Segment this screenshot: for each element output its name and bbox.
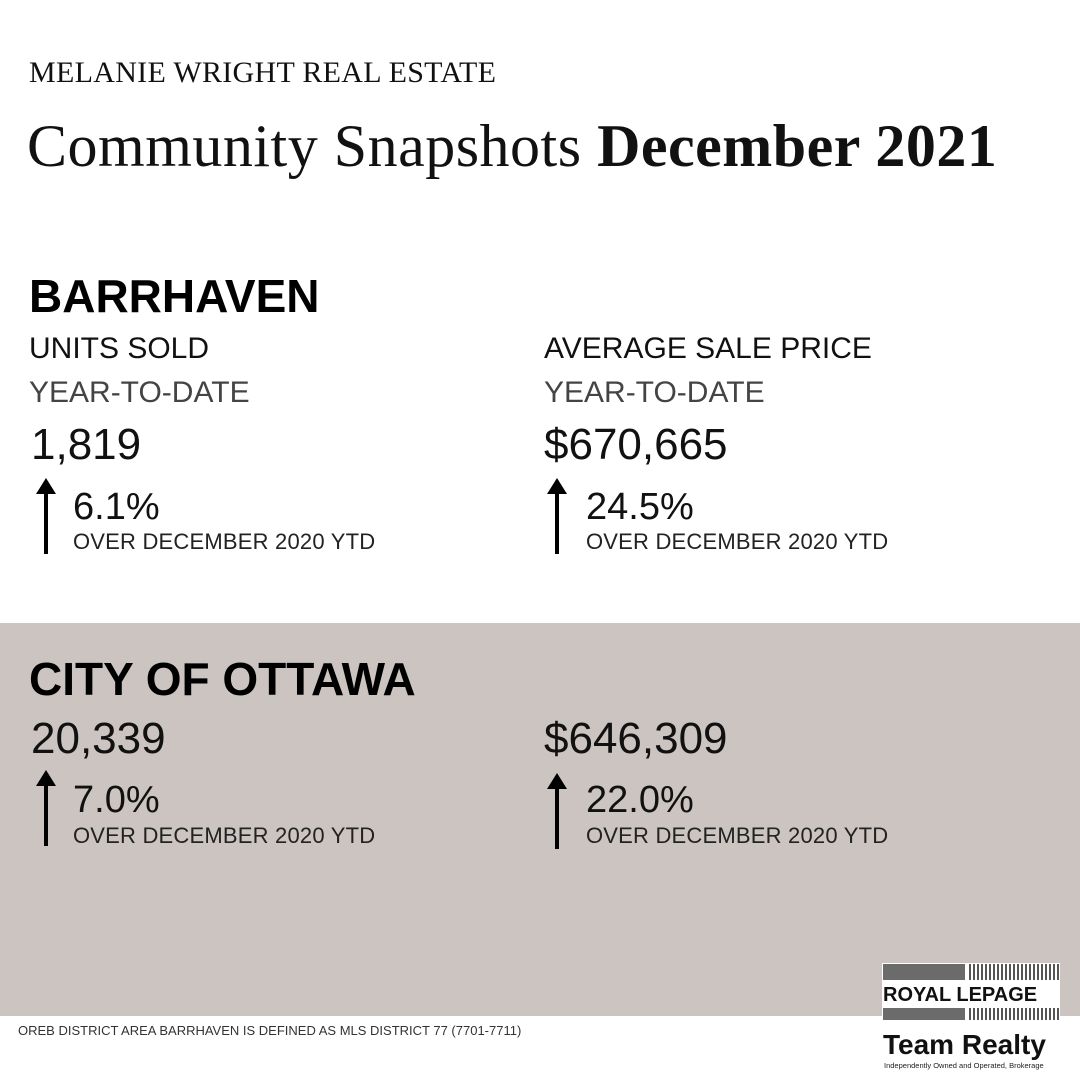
page-title: Community Snapshots December 2021	[27, 108, 997, 184]
barrhaven-price-value: $670,665	[544, 420, 728, 469]
barrhaven-units-change-note: OVER DECEMBER 2020 YTD	[73, 529, 376, 554]
ottawa-price-value: $646,309	[544, 714, 728, 763]
brand-name: MELANIE WRIGHT REAL ESTATE	[29, 56, 497, 89]
barrhaven-units-value: 1,819	[31, 420, 142, 469]
svg-text:Team Realty: Team Realty	[883, 1029, 1046, 1060]
ottawa-price-change-note: OVER DECEMBER 2020 YTD	[586, 823, 889, 848]
barrhaven-units-change: 6.1%	[73, 486, 160, 528]
barrhaven-title: BARRHAVEN	[29, 270, 320, 322]
svg-text:Independently Owned and Operat: Independently Owned and Operated, Broker…	[884, 1061, 1044, 1070]
barrhaven-price-sublabel: YEAR-TO-DATE	[544, 376, 765, 409]
ottawa-units-change: 7.0%	[73, 779, 160, 821]
arrow-up-icon	[547, 773, 567, 849]
ottawa-price-change: 22.0%	[586, 779, 694, 821]
royal-lepage-logo: ROYAL LEPAGE Team Realty Independently O…	[882, 963, 1060, 1073]
ottawa-units-value: 20,339	[31, 714, 166, 763]
barrhaven-price-label: AVERAGE SALE PRICE	[544, 332, 872, 365]
ottawa-units-change-note: OVER DECEMBER 2020 YTD	[73, 823, 376, 848]
barrhaven-price-change-note: OVER DECEMBER 2020 YTD	[586, 529, 889, 554]
ottawa-section	[0, 623, 1080, 1016]
barrhaven-units-sublabel: YEAR-TO-DATE	[29, 376, 250, 409]
arrow-up-icon	[547, 478, 567, 554]
barrhaven-price-change: 24.5%	[586, 486, 694, 528]
footnote: OREB DISTRICT AREA BARRHAVEN IS DEFINED …	[18, 1023, 522, 1038]
arrow-up-icon	[36, 478, 56, 554]
barrhaven-units-label: UNITS SOLD	[29, 332, 210, 365]
ottawa-title: CITY OF OTTAWA	[29, 653, 416, 705]
title-regular: Community Snapshots	[27, 113, 582, 179]
arrow-up-icon	[36, 770, 56, 846]
title-date: December 2021	[597, 113, 998, 179]
svg-text:ROYAL LEPAGE: ROYAL LEPAGE	[883, 984, 1037, 1006]
